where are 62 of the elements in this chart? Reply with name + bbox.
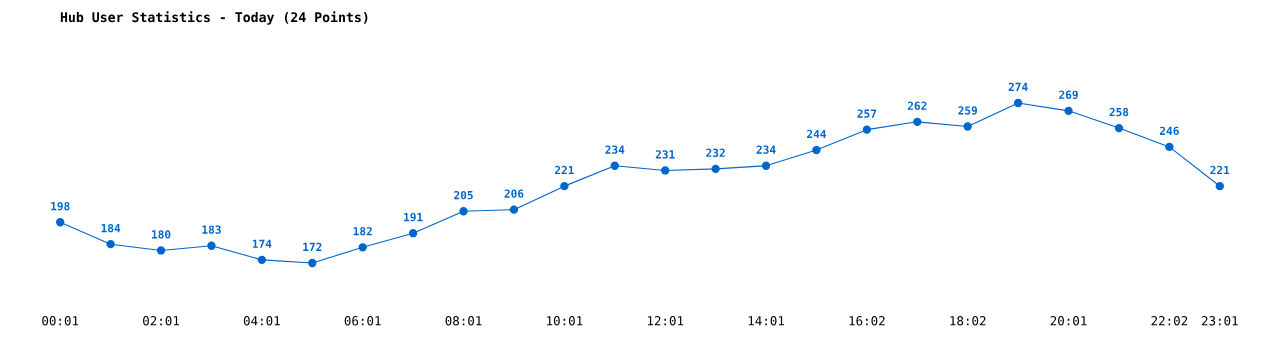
data-label: 183 bbox=[202, 225, 221, 234]
x-tick-label: 23:01 bbox=[1201, 316, 1238, 326]
data-label: 191 bbox=[404, 212, 423, 222]
point bbox=[1064, 106, 1073, 116]
point bbox=[207, 241, 216, 250]
point bbox=[862, 125, 872, 134]
point bbox=[711, 164, 720, 174]
data-label: 258 bbox=[1109, 107, 1129, 117]
data-label: 205 bbox=[454, 190, 473, 200]
x-tick-label: 00:01 bbox=[42, 316, 79, 326]
data-label: 180 bbox=[152, 230, 171, 239]
point bbox=[408, 229, 418, 238]
chart-title: Hub User Statistics - Today (24 Points) bbox=[60, 11, 368, 25]
data-label: 269 bbox=[1059, 90, 1078, 100]
data-label: 206 bbox=[504, 189, 524, 198]
data-label: 259 bbox=[958, 106, 978, 115]
point bbox=[560, 181, 569, 191]
point bbox=[56, 218, 65, 227]
x-tick-label: 06:01 bbox=[344, 316, 381, 326]
point bbox=[1114, 123, 1124, 133]
data-label: 234 bbox=[756, 145, 776, 154]
x-tick-label: 20:01 bbox=[1050, 316, 1087, 326]
x-tick-label: 02:01 bbox=[143, 316, 180, 326]
point bbox=[913, 117, 922, 126]
data-label: 198 bbox=[51, 201, 70, 211]
x-tick-label: 18:02 bbox=[950, 316, 986, 326]
data-label: 231 bbox=[655, 150, 675, 159]
x-tick-label: 04:01 bbox=[243, 316, 280, 326]
point bbox=[358, 243, 367, 252]
point bbox=[106, 240, 115, 249]
point bbox=[812, 145, 821, 155]
x-tick-label: 14:01 bbox=[748, 316, 785, 326]
x-tick-label: 10:01 bbox=[547, 316, 583, 326]
x-tick-label: 16:02 bbox=[849, 316, 885, 326]
data-label: 262 bbox=[907, 101, 927, 110]
data-label: 234 bbox=[605, 145, 625, 154]
point bbox=[1013, 98, 1023, 108]
data-label: 221 bbox=[1210, 165, 1230, 175]
data-label: 174 bbox=[252, 239, 272, 248]
point bbox=[459, 207, 468, 216]
data-label: 172 bbox=[303, 242, 322, 251]
point bbox=[761, 161, 771, 170]
point bbox=[257, 255, 267, 265]
data-label: 274 bbox=[1008, 82, 1028, 91]
point bbox=[308, 258, 317, 268]
point bbox=[963, 122, 972, 131]
point bbox=[610, 161, 619, 170]
x-tick-label: 22:02 bbox=[1151, 316, 1188, 326]
data-label: 246 bbox=[1159, 126, 1179, 136]
data-label: 257 bbox=[857, 109, 877, 118]
point bbox=[509, 205, 519, 214]
data-label: 244 bbox=[807, 129, 826, 139]
x-tick-label: 12:01 bbox=[647, 316, 684, 326]
data-label: 232 bbox=[706, 148, 725, 158]
x-tick-label: 08:01 bbox=[445, 316, 482, 326]
point bbox=[1165, 142, 1174, 152]
data-label: 221 bbox=[554, 165, 574, 175]
point bbox=[156, 246, 166, 255]
point bbox=[1215, 181, 1224, 191]
data-label: 184 bbox=[101, 223, 121, 233]
data-label: 182 bbox=[353, 227, 372, 236]
point bbox=[661, 166, 670, 175]
